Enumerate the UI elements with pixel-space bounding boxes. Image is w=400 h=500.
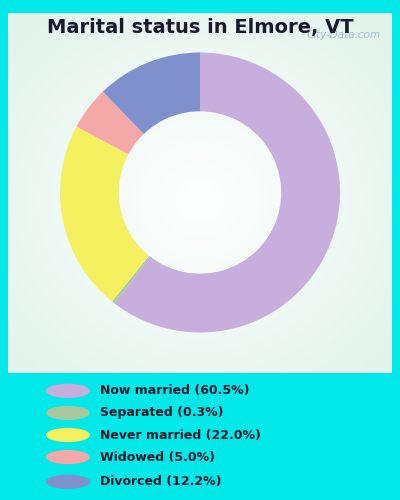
- Circle shape: [3, 15, 397, 384]
- Circle shape: [179, 180, 221, 219]
- Circle shape: [44, 54, 356, 346]
- Circle shape: [0, 0, 400, 410]
- Circle shape: [138, 142, 262, 258]
- Circle shape: [48, 57, 352, 343]
- Circle shape: [0, 2, 400, 398]
- Circle shape: [0, 0, 400, 400]
- Circle shape: [46, 428, 90, 442]
- Circle shape: [90, 96, 310, 304]
- Circle shape: [148, 151, 252, 248]
- Circle shape: [0, 6, 400, 394]
- Circle shape: [110, 116, 290, 284]
- Circle shape: [0, 0, 400, 449]
- Circle shape: [0, 0, 400, 426]
- Circle shape: [162, 164, 238, 236]
- Wedge shape: [60, 126, 149, 302]
- Circle shape: [46, 450, 90, 464]
- Circle shape: [24, 34, 376, 365]
- Circle shape: [117, 122, 283, 278]
- Circle shape: [31, 41, 369, 358]
- Circle shape: [34, 44, 366, 355]
- Text: Divorced (12.2%): Divorced (12.2%): [100, 476, 222, 488]
- Circle shape: [46, 406, 90, 420]
- Circle shape: [172, 174, 228, 226]
- Circle shape: [0, 0, 400, 436]
- Text: Never married (22.0%): Never married (22.0%): [100, 428, 261, 442]
- Circle shape: [0, 0, 400, 420]
- Circle shape: [0, 0, 400, 446]
- Circle shape: [0, 0, 400, 459]
- Circle shape: [0, 0, 400, 430]
- Circle shape: [124, 128, 276, 271]
- Text: Marital status in Elmore, VT: Marital status in Elmore, VT: [47, 18, 353, 36]
- Circle shape: [0, 0, 400, 440]
- Circle shape: [183, 184, 217, 216]
- Circle shape: [114, 118, 286, 280]
- Circle shape: [0, 0, 400, 414]
- Wedge shape: [103, 52, 200, 134]
- Circle shape: [158, 161, 242, 238]
- Text: Now married (60.5%): Now married (60.5%): [100, 384, 250, 398]
- Circle shape: [51, 60, 349, 339]
- Circle shape: [65, 74, 335, 326]
- Circle shape: [17, 28, 383, 372]
- Circle shape: [141, 144, 259, 255]
- Circle shape: [20, 31, 380, 368]
- Circle shape: [152, 154, 248, 245]
- Circle shape: [0, 0, 400, 407]
- Circle shape: [69, 76, 331, 323]
- Circle shape: [0, 0, 400, 404]
- Circle shape: [27, 38, 373, 362]
- Circle shape: [120, 125, 280, 274]
- Circle shape: [190, 190, 210, 210]
- Circle shape: [0, 0, 400, 442]
- Circle shape: [82, 90, 318, 310]
- Circle shape: [0, 0, 400, 456]
- Text: City-Data.com: City-Data.com: [306, 30, 380, 40]
- Circle shape: [79, 86, 321, 313]
- Circle shape: [196, 196, 204, 203]
- Circle shape: [0, 12, 400, 388]
- Circle shape: [107, 112, 293, 287]
- Circle shape: [13, 24, 387, 374]
- Circle shape: [128, 132, 272, 268]
- Circle shape: [0, 0, 400, 433]
- Text: Widowed (5.0%): Widowed (5.0%): [100, 450, 215, 464]
- Circle shape: [166, 168, 234, 232]
- Circle shape: [193, 193, 207, 206]
- Circle shape: [38, 48, 362, 352]
- Circle shape: [76, 83, 324, 316]
- Circle shape: [0, 0, 400, 424]
- Wedge shape: [114, 52, 340, 332]
- Circle shape: [145, 148, 255, 252]
- Text: Separated (0.3%): Separated (0.3%): [100, 406, 224, 420]
- Wedge shape: [112, 256, 150, 303]
- Wedge shape: [76, 92, 144, 154]
- Circle shape: [176, 177, 224, 222]
- Circle shape: [0, 8, 400, 391]
- Circle shape: [0, 0, 400, 452]
- Circle shape: [134, 138, 266, 262]
- Circle shape: [100, 106, 300, 294]
- Circle shape: [46, 384, 90, 398]
- Circle shape: [169, 170, 231, 229]
- Circle shape: [103, 109, 297, 290]
- Circle shape: [0, 0, 400, 417]
- Circle shape: [155, 158, 245, 242]
- Circle shape: [93, 100, 307, 300]
- Circle shape: [62, 70, 338, 330]
- Circle shape: [86, 93, 314, 306]
- Circle shape: [41, 50, 359, 348]
- Circle shape: [55, 64, 345, 336]
- Circle shape: [46, 474, 90, 489]
- Circle shape: [96, 102, 304, 297]
- Circle shape: [72, 80, 328, 320]
- Circle shape: [131, 135, 269, 264]
- Circle shape: [10, 22, 390, 378]
- Circle shape: [58, 67, 342, 332]
- Circle shape: [6, 18, 394, 381]
- Circle shape: [186, 186, 214, 212]
